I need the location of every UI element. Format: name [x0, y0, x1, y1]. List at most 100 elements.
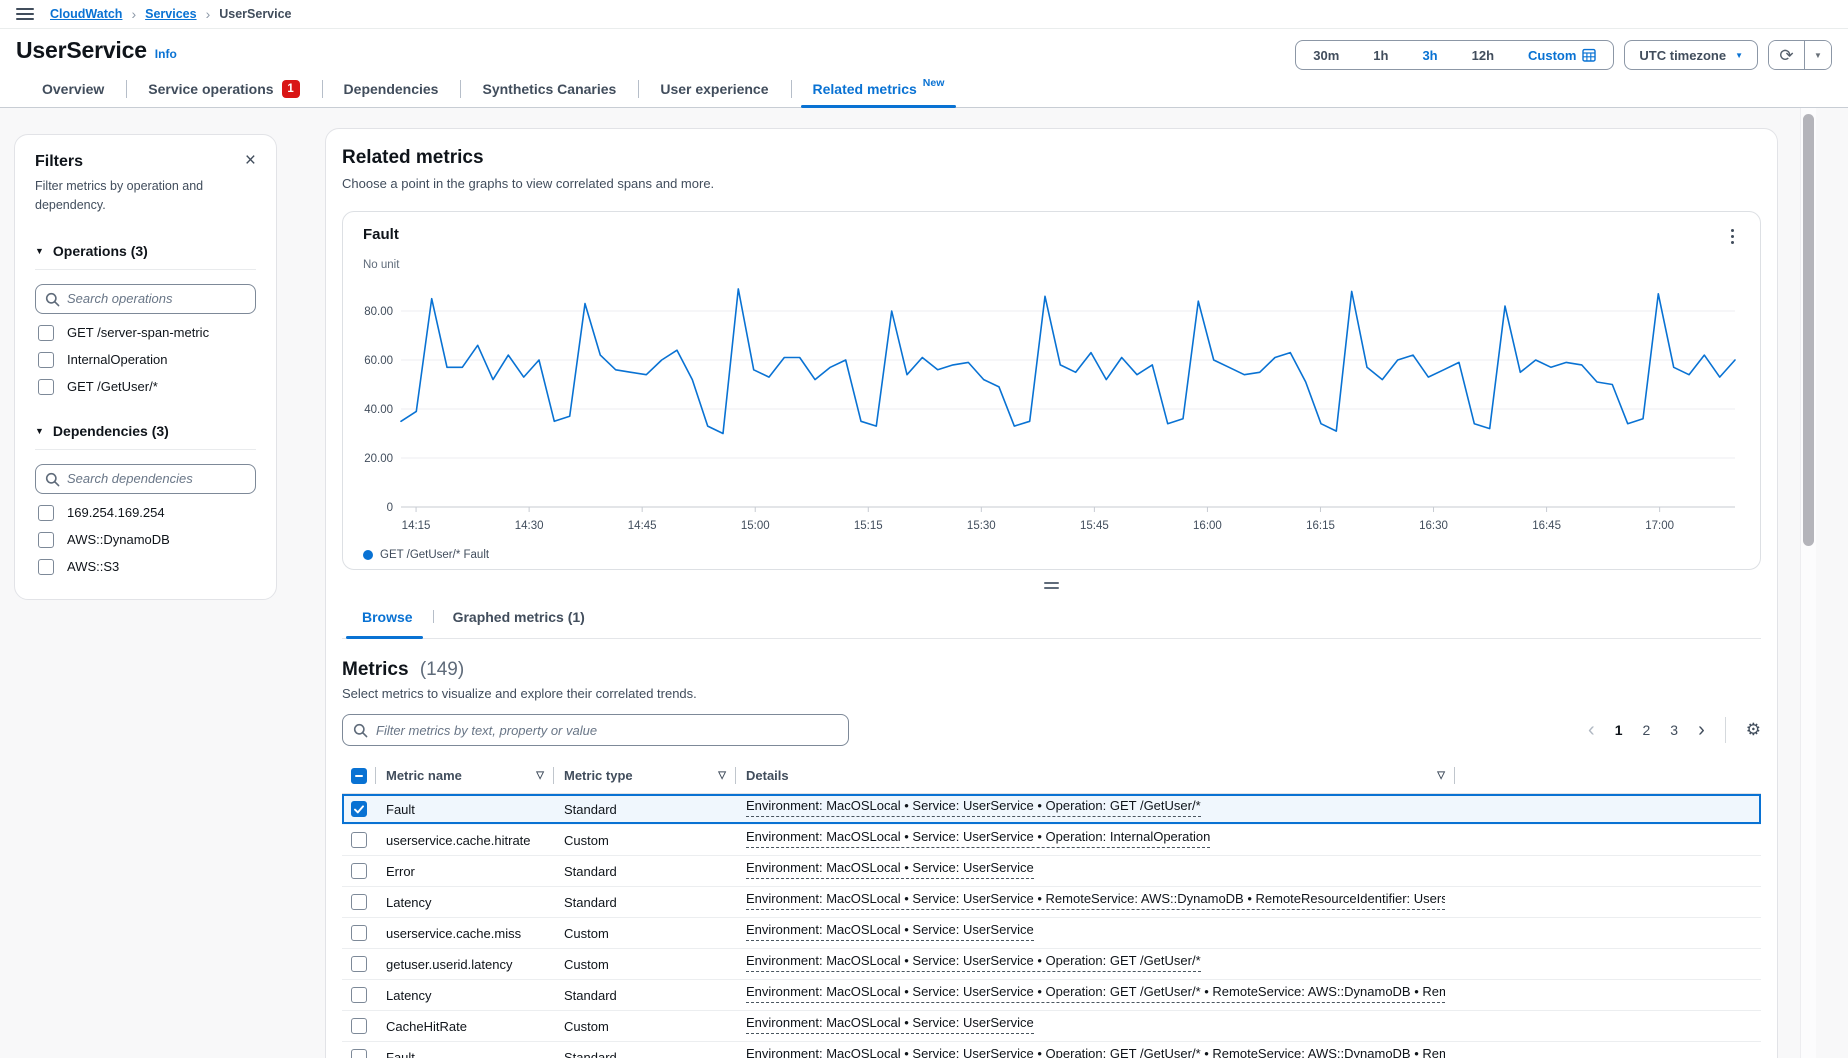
filter-icon[interactable]: ▽	[708, 770, 726, 781]
chevron-down-icon: ▼	[35, 426, 44, 436]
cloudwatch-related-metrics-page: CloudWatch›Services›UserService UserServ…	[0, 0, 1848, 1058]
checkbox-unchecked[interactable]	[38, 505, 54, 521]
checkbox-label: GET /GetUser/*	[67, 379, 158, 394]
checkbox-label: 169.254.169.254	[67, 505, 165, 520]
time-range-12h[interactable]: 12h	[1455, 41, 1511, 69]
tab-synthetics-canaries[interactable]: Synthetics Canaries	[460, 71, 638, 107]
search-box	[35, 284, 256, 314]
metrics-table-head: Metric name▽Metric type▽Details▽	[342, 758, 1761, 794]
checkbox-unchecked[interactable]	[38, 379, 54, 395]
filter-checkbox-item[interactable]: GET /server-span-metric	[35, 325, 256, 341]
checkbox-unchecked[interactable]	[38, 559, 54, 575]
time-range-label: 1h	[1373, 48, 1388, 63]
scrollbar-thumb[interactable]	[1803, 114, 1814, 546]
time-range-3h[interactable]: 3h	[1405, 41, 1454, 69]
checkbox-unchecked[interactable]	[351, 1049, 367, 1058]
checkbox-label: AWS::S3	[67, 559, 119, 574]
checkbox-unchecked[interactable]	[38, 325, 54, 341]
vertical-scrollbar[interactable]	[1800, 108, 1816, 1058]
timezone-dropdown-button[interactable]: UTC timezone ▼	[1624, 40, 1758, 70]
details-link[interactable]: Environment: MacOSLocal • Service: UserS…	[746, 1015, 1034, 1034]
table-row[interactable]: ErrorStandardEnvironment: MacOSLocal • S…	[342, 856, 1761, 887]
time-range-30m[interactable]: 30m	[1296, 41, 1356, 69]
details-link[interactable]: Environment: MacOSLocal • Service: UserS…	[746, 891, 1445, 910]
metrics-count: (149)	[420, 659, 464, 680]
checkbox-unchecked[interactable]	[351, 925, 367, 941]
hamburger-menu-icon[interactable]	[16, 8, 34, 20]
previous-page-icon[interactable]: ‹	[1588, 720, 1595, 740]
section-header-operations-3[interactable]: ▼Operations (3)	[35, 243, 256, 259]
details-link[interactable]: Environment: MacOSLocal • Service: UserS…	[746, 922, 1034, 941]
checkbox-unchecked[interactable]	[351, 956, 367, 972]
filter-checkbox-item[interactable]: GET /GetUser/*	[35, 379, 256, 395]
search-input-operations-3[interactable]	[35, 284, 256, 314]
filter-icon[interactable]: ▽	[526, 770, 544, 781]
metric-type-cell: Standard	[554, 802, 736, 817]
filter-icon[interactable]: ▽	[1427, 770, 1445, 781]
tab-dependencies[interactable]: Dependencies	[322, 71, 461, 107]
checkbox-unchecked[interactable]	[351, 987, 367, 1003]
kebab-menu-icon[interactable]	[1725, 226, 1740, 247]
breadcrumb-item-cloudwatch[interactable]: CloudWatch	[50, 7, 122, 21]
filter-section-operations-3: ▼Operations (3) GET /server-span-metric In…	[35, 243, 256, 395]
details-link[interactable]: Environment: MacOSLocal • Service: UserS…	[746, 953, 1201, 972]
tab-service-operations[interactable]: Service operations1	[126, 71, 321, 107]
search-input-dependencies-3[interactable]	[35, 464, 256, 494]
details-cell: Environment: MacOSLocal • Service: UserS…	[736, 860, 1455, 882]
table-row[interactable]: FaultStandardEnvironment: MacOSLocal • S…	[342, 1042, 1761, 1058]
filter-checkbox-item[interactable]: 169.254.169.254	[35, 505, 256, 521]
table-row[interactable]: userservice.cache.missCustomEnvironment:…	[342, 918, 1761, 949]
checkbox-indeterminate[interactable]	[351, 768, 367, 784]
details-link[interactable]: Environment: MacOSLocal • Service: UserS…	[746, 1046, 1445, 1058]
checkbox-unchecked[interactable]	[351, 863, 367, 879]
checkbox-checked[interactable]	[351, 801, 367, 817]
section-header-dependencies-3[interactable]: ▼Dependencies (3)	[35, 423, 256, 439]
filter-checkbox-item[interactable]: InternalOperation	[35, 352, 256, 368]
filters-panel: Filters × Filter metrics by operation an…	[14, 134, 277, 600]
checkbox-unchecked[interactable]	[351, 894, 367, 910]
tab-user-experience[interactable]: User experience	[638, 71, 790, 107]
gear-icon[interactable]: ⚙	[1746, 720, 1761, 740]
top-navigation-bar: CloudWatch›Services›UserService	[0, 0, 1848, 29]
time-range-custom[interactable]: Custom	[1511, 41, 1613, 69]
pagination: ‹ 1 2 3 › ⚙	[1588, 717, 1761, 743]
details-link[interactable]: Environment: MacOSLocal • Service: UserS…	[746, 798, 1201, 817]
checkbox-unchecked[interactable]	[38, 352, 54, 368]
page-number-3[interactable]: 3	[1670, 722, 1678, 738]
checkbox-unchecked[interactable]	[351, 832, 367, 848]
page-number-2[interactable]: 2	[1642, 722, 1650, 738]
next-page-icon[interactable]: ›	[1698, 720, 1705, 740]
tab-related-metrics[interactable]: Related metricsNew	[791, 71, 967, 107]
details-cell: Environment: MacOSLocal • Service: UserS…	[736, 922, 1455, 944]
column-header-metric-type: Metric type▽	[554, 758, 736, 793]
table-row[interactable]: userservice.cache.hitrateCustomEnvironme…	[342, 825, 1761, 856]
filter-checkbox-item[interactable]: AWS::DynamoDB	[35, 532, 256, 548]
info-link[interactable]: Info	[155, 47, 177, 61]
close-icon[interactable]: ×	[245, 153, 256, 169]
page-number-1[interactable]: 1	[1615, 722, 1623, 738]
tab-browse[interactable]: Browse	[342, 597, 433, 638]
table-row[interactable]: LatencyStandardEnvironment: MacOSLocal •…	[342, 887, 1761, 918]
checkbox-unchecked[interactable]	[351, 1018, 367, 1034]
filter-checkbox-item[interactable]: AWS::S3	[35, 559, 256, 575]
table-row[interactable]: CacheHitRateCustomEnvironment: MacOSLoca…	[342, 1011, 1761, 1042]
metric-filter-input[interactable]	[342, 714, 849, 746]
time-range-1h[interactable]: 1h	[1356, 41, 1405, 69]
refresh-options-button[interactable]: ▼	[1804, 41, 1831, 69]
breadcrumb-item-services[interactable]: Services	[145, 7, 196, 21]
tab-overview[interactable]: Overview	[20, 71, 126, 107]
tab-graphed-metrics-1[interactable]: Graphed metrics (1)	[433, 597, 605, 638]
refresh-button[interactable]: ⟳	[1769, 41, 1804, 69]
table-row[interactable]: LatencyStandardEnvironment: MacOSLocal •…	[342, 980, 1761, 1011]
details-link[interactable]: Environment: MacOSLocal • Service: UserS…	[746, 829, 1210, 848]
resize-handle[interactable]	[1044, 582, 1059, 589]
table-row[interactable]: FaultStandardEnvironment: MacOSLocal • S…	[342, 794, 1761, 825]
page-header: UserService Info 30m1h3h12hCustom UTC ti…	[0, 29, 1848, 108]
checkbox-unchecked[interactable]	[38, 532, 54, 548]
svg-text:14:30: 14:30	[515, 520, 544, 532]
table-row[interactable]: getuser.userid.latencyCustomEnvironment:…	[342, 949, 1761, 980]
time-range-selector: 30m 1h 3h12hCustom	[1295, 40, 1614, 70]
fault-line-chart[interactable]: 80.0060.0040.0020.00014:1514:3014:4515:0…	[343, 273, 1753, 549]
details-link[interactable]: Environment: MacOSLocal • Service: UserS…	[746, 860, 1034, 879]
details-link[interactable]: Environment: MacOSLocal • Service: UserS…	[746, 984, 1445, 1003]
